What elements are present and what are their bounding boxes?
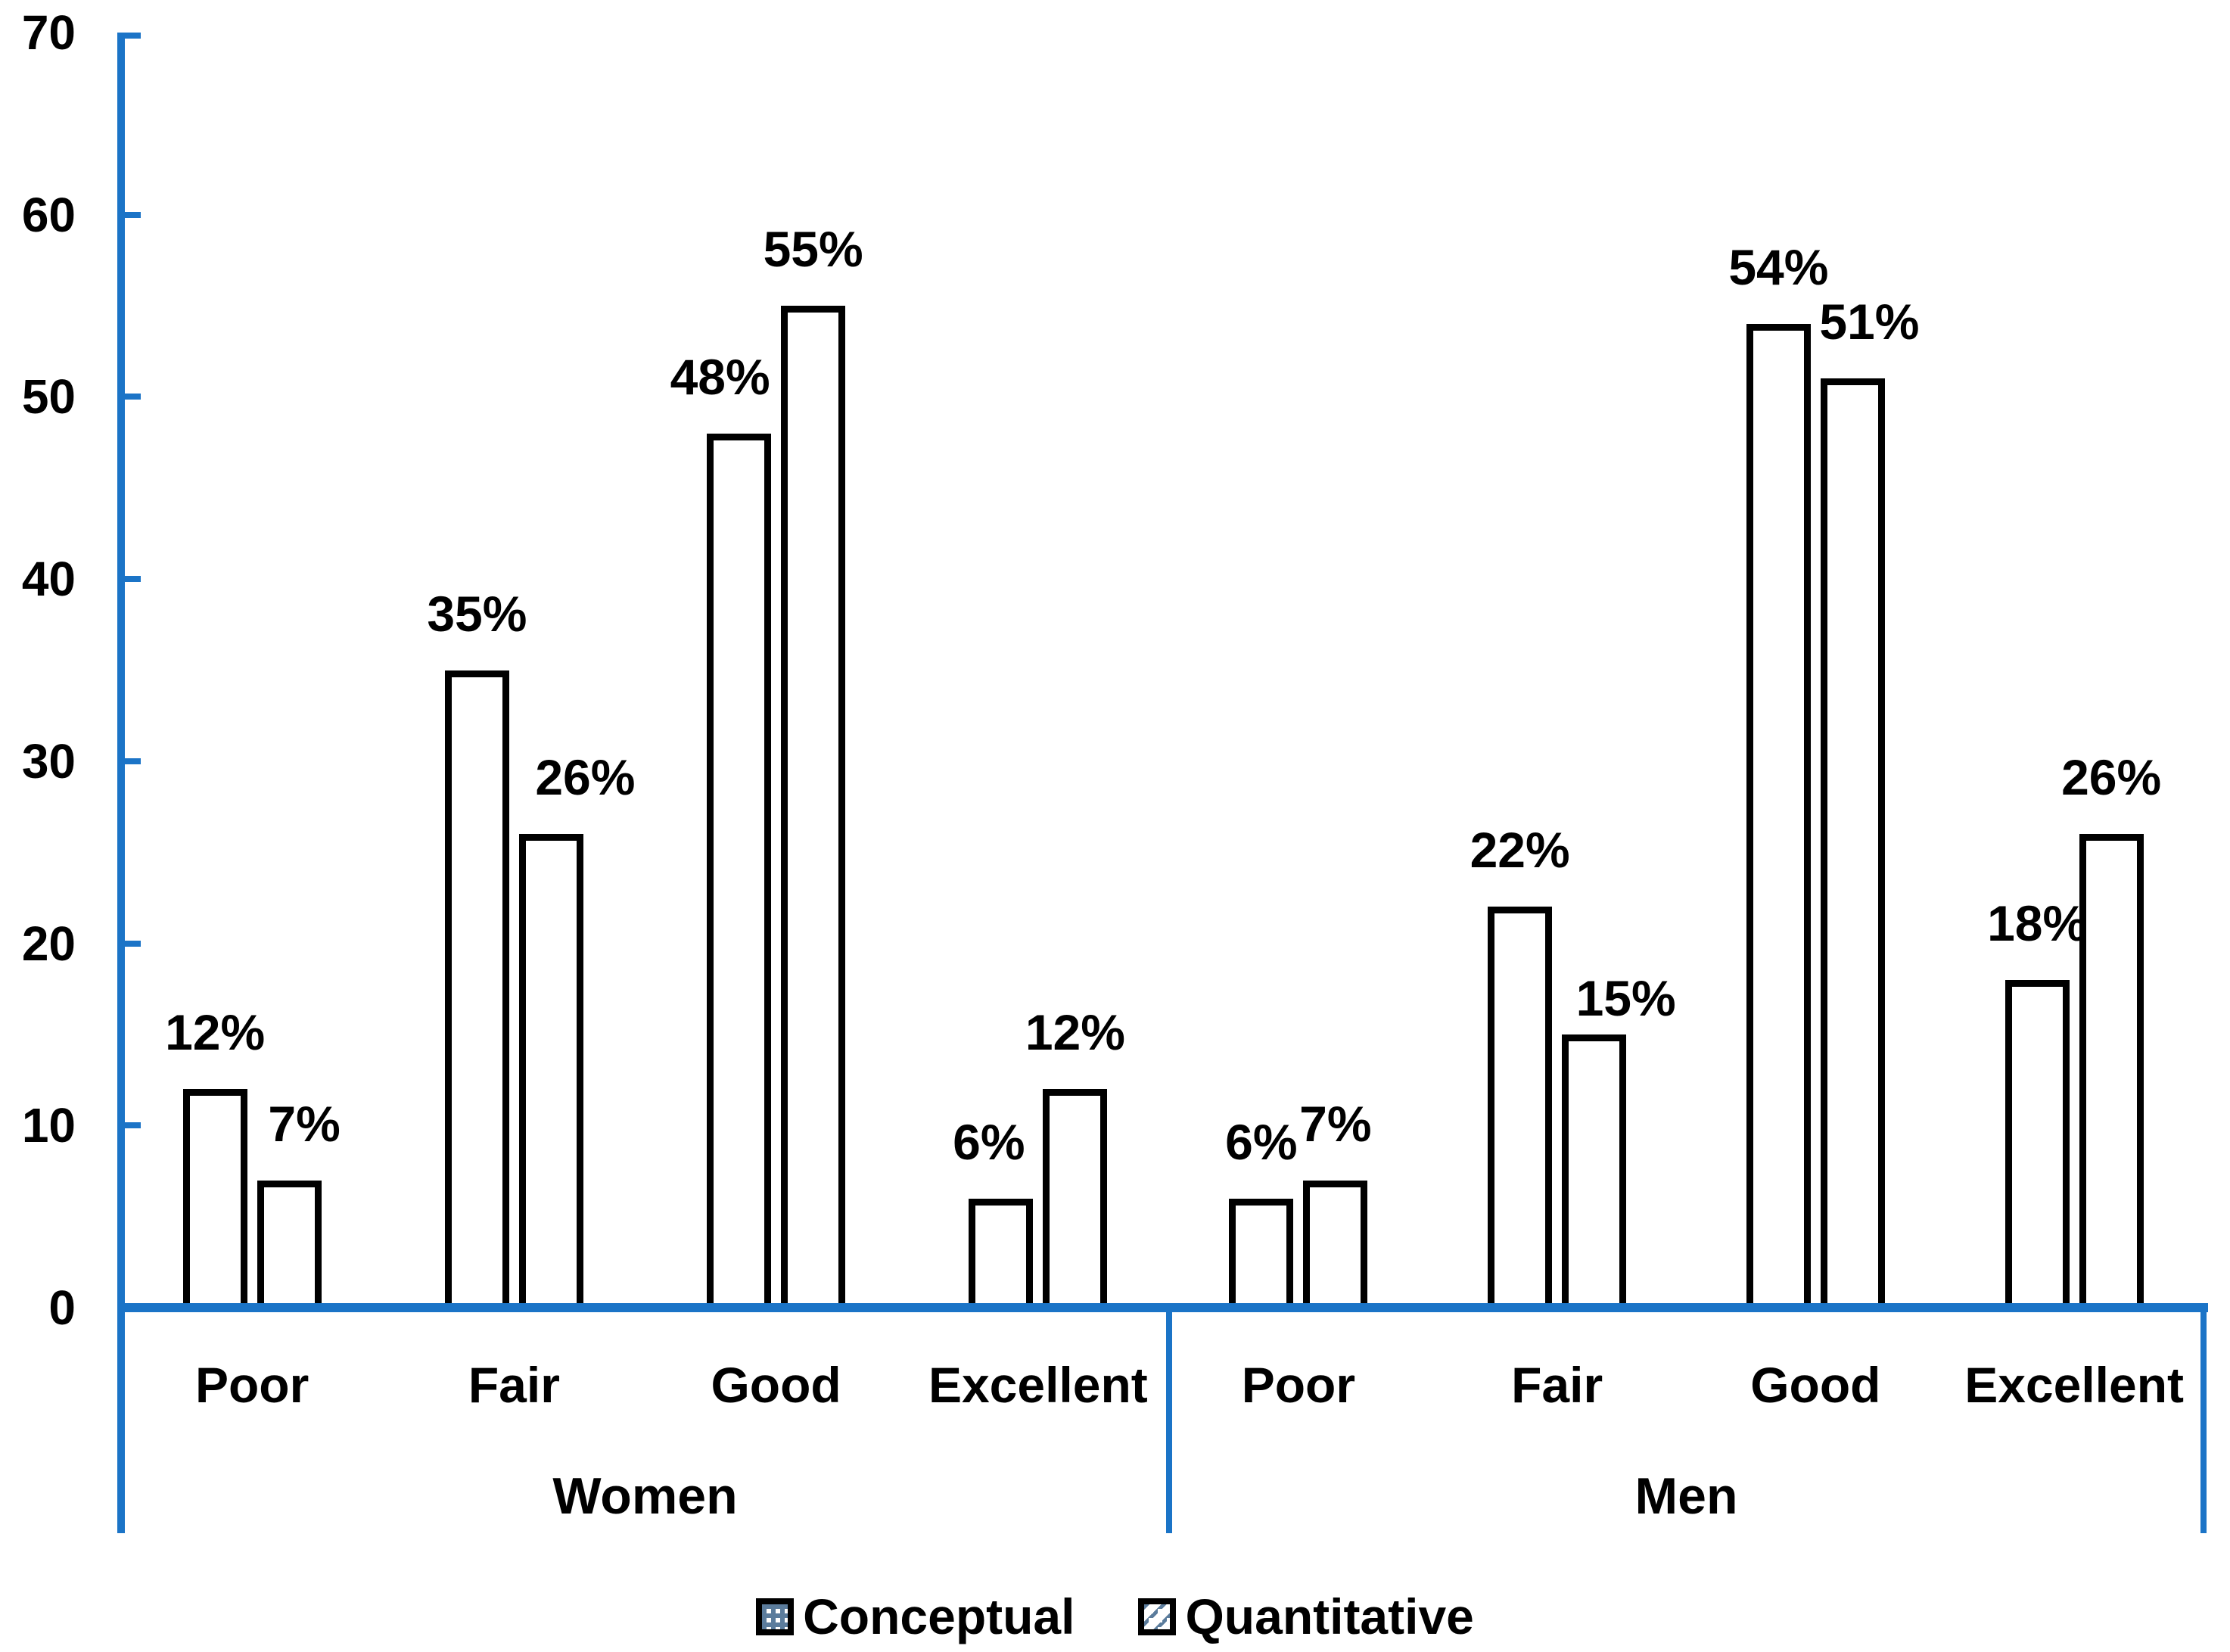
bar-women-poor-quantitative (257, 1180, 322, 1311)
category-label-women-excellent: Excellent (928, 1357, 1148, 1413)
category-label-women-poor: Poor (194, 1357, 309, 1413)
bar-men-excellent-quantitative (2079, 834, 2144, 1311)
legend: Conceptual Quantitative (0, 1591, 2230, 1641)
bar-women-fair-quantitative (518, 834, 583, 1311)
y-axis-tick-label: 10 (21, 1098, 76, 1153)
value-label-men-excellent-conceptual: 18% (1987, 894, 2088, 951)
category-label-men-fair: Fair (1511, 1357, 1603, 1413)
y-axis-tick (123, 394, 141, 400)
group-label-women: Women (552, 1467, 738, 1525)
legend-swatch-diagonal-icon (1138, 1598, 1177, 1635)
legend-item-conceptual: Conceptual (756, 1591, 1075, 1641)
bar-men-good-quantitative (1820, 378, 1885, 1311)
value-label-men-excellent-quantitative: 26% (2061, 749, 2162, 806)
legend-label: Quantitative (1185, 1588, 1474, 1644)
y-axis-tick-label: 60 (21, 187, 76, 242)
bar-women-good-quantitative (781, 306, 846, 1311)
bar-men-poor-quantitative (1303, 1180, 1368, 1311)
bar-men-fair-conceptual (1488, 907, 1553, 1311)
y-axis-line (117, 33, 125, 1533)
value-label-women-excellent-quantitative: 12% (1025, 1004, 1125, 1061)
group-separator (1166, 1303, 1172, 1533)
category-label-men-good: Good (1750, 1357, 1881, 1413)
y-axis-tick (123, 1122, 141, 1129)
category-label-women-good: Good (711, 1357, 841, 1413)
value-label-women-good-conceptual: 48% (670, 348, 770, 405)
bar-women-poor-conceptual (182, 1089, 247, 1311)
bar-men-good-conceptual (1746, 324, 1811, 1311)
bar-men-poor-conceptual (1229, 1198, 1294, 1311)
y-axis-tick-label: 0 (48, 1280, 76, 1335)
y-axis-tick-label: 70 (21, 5, 76, 60)
value-label-women-fair-conceptual: 35% (427, 585, 527, 642)
y-axis-tick (123, 940, 141, 947)
value-label-women-excellent-conceptual: 6% (953, 1113, 1025, 1170)
value-label-men-fair-conceptual: 22% (1470, 822, 1570, 879)
y-axis-tick (123, 33, 141, 39)
bar-women-excellent-conceptual (969, 1198, 1034, 1311)
value-label-men-poor-quantitative: 7% (1299, 1095, 1372, 1152)
value-label-women-good-quantitative: 55% (763, 221, 863, 278)
y-axis-tick-label: 30 (21, 733, 76, 789)
value-label-men-good-conceptual: 54% (1728, 239, 1829, 296)
legend-item-quantitative: Quantitative (1138, 1588, 1474, 1644)
bar-women-good-conceptual (707, 433, 772, 1311)
group-separator (2200, 1303, 2207, 1533)
bar-men-fair-quantitative (1562, 1034, 1627, 1311)
group-label-men: Men (1634, 1467, 1738, 1525)
legend-swatch-dots-icon (756, 1598, 795, 1635)
y-axis-tick (123, 211, 141, 218)
value-label-women-poor-quantitative: 7% (268, 1095, 341, 1152)
value-label-men-poor-conceptual: 6% (1225, 1113, 1298, 1170)
value-label-women-poor-conceptual: 12% (165, 1004, 266, 1061)
category-label-men-excellent: Excellent (1964, 1357, 2185, 1413)
y-axis-tick (123, 576, 141, 583)
value-label-men-good-quantitative: 51% (1819, 294, 1920, 350)
value-label-women-fair-quantitative: 26% (535, 749, 636, 806)
bar-women-excellent-quantitative (1043, 1089, 1108, 1311)
x-axis-line (117, 1303, 2208, 1312)
value-label-men-fair-quantitative: 15% (1575, 969, 1676, 1026)
y-axis-tick (123, 758, 141, 764)
category-label-men-poor: Poor (1241, 1357, 1356, 1413)
category-label-women-fair: Fair (468, 1357, 560, 1413)
bar-men-excellent-conceptual (2005, 979, 2070, 1311)
y-axis-tick-label: 50 (21, 369, 76, 425)
legend-label: Conceptual (803, 1588, 1075, 1644)
y-axis-tick-label: 40 (21, 552, 76, 607)
y-axis-tick-label: 20 (21, 916, 76, 971)
